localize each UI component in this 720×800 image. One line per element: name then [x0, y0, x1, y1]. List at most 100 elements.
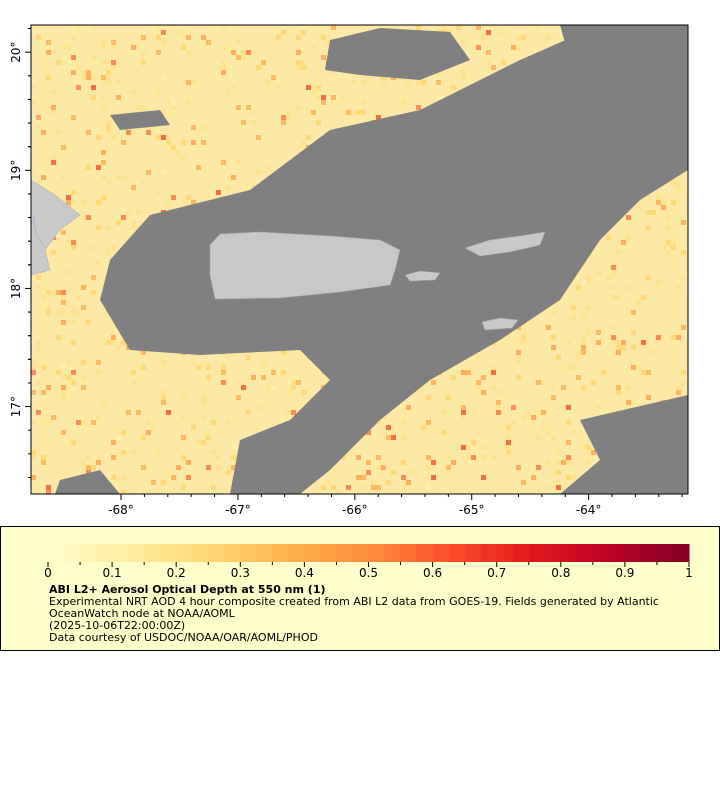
aod-pixel — [111, 340, 116, 345]
aod-pixel — [471, 440, 476, 445]
aod-pixel — [36, 180, 41, 185]
aod-pixel — [391, 430, 396, 435]
lat-tick-label: 18° — [9, 278, 23, 299]
aod-pixel — [116, 80, 121, 85]
aod-pixel — [66, 195, 71, 200]
aod-pixel — [66, 200, 71, 205]
aod-pixel — [481, 455, 486, 460]
aod-pixel — [646, 395, 651, 400]
aod-pixel — [206, 40, 211, 45]
aod-pixel — [536, 435, 541, 440]
aod-pixel — [646, 195, 651, 200]
aod-pixel — [31, 85, 36, 90]
aod-pixel — [581, 385, 586, 390]
aod-pixel — [511, 405, 516, 410]
aod-pixel — [161, 390, 166, 395]
aod-pixel — [266, 165, 271, 170]
aod-pixel — [551, 435, 556, 440]
aod-pixel — [36, 275, 41, 280]
aod-pixel — [91, 420, 96, 425]
aod-pixel — [41, 455, 46, 460]
aod-pixel — [481, 445, 486, 450]
aod-pixel — [321, 35, 326, 40]
aod-pixel — [376, 420, 381, 425]
aod-pixel — [66, 270, 71, 275]
aod-pixel — [631, 400, 636, 405]
aod-pixel — [161, 395, 166, 400]
aod-pixel — [401, 420, 406, 425]
colorbar-swatch — [112, 544, 129, 562]
aod-pixel — [201, 140, 206, 145]
aod-pixel — [671, 200, 676, 205]
aod-pixel — [101, 400, 106, 405]
aod-pixel — [106, 250, 111, 255]
aod-pixel — [596, 330, 601, 335]
aod-pixel — [606, 275, 611, 280]
aod-pixel — [231, 85, 236, 90]
no-data-north — [325, 28, 470, 80]
aod-pixel — [296, 65, 301, 70]
aod-pixel — [101, 80, 106, 85]
aod-pixel — [86, 320, 91, 325]
aod-pixel — [601, 370, 606, 375]
aod-pixel — [376, 455, 381, 460]
aod-pixel — [141, 350, 146, 355]
aod-pixel — [141, 50, 146, 55]
aod-pixel — [386, 480, 391, 485]
aod-pixel — [201, 440, 206, 445]
aod-pixel — [186, 460, 191, 465]
aod-pixel — [231, 465, 236, 470]
aod-pixel — [276, 35, 281, 40]
colorbar-swatch — [624, 544, 642, 562]
aod-pixel — [626, 285, 631, 290]
aod-pixel — [236, 105, 241, 110]
aod-pixel — [71, 240, 76, 245]
aod-pixel — [486, 470, 491, 475]
aod-pixel — [301, 390, 306, 395]
aod-pixel — [261, 60, 266, 65]
aod-pixel — [656, 200, 661, 205]
lon-tick-label: -64° — [576, 503, 602, 517]
aod-pixel — [466, 370, 471, 375]
aod-pixel — [51, 105, 56, 110]
aod-pixel — [121, 430, 126, 435]
aod-pixel — [621, 340, 626, 345]
aod-pixel — [91, 465, 96, 470]
aod-pixel — [181, 140, 186, 145]
colorbar-swatch — [336, 544, 353, 562]
aod-pixel — [106, 70, 111, 75]
aod-pixel — [296, 380, 301, 385]
aod-pixel — [561, 385, 566, 390]
aod-pixel — [566, 420, 571, 425]
aod-pixel — [51, 155, 56, 160]
aod-pixel — [146, 430, 151, 435]
aod-pixel — [156, 90, 161, 95]
colorbar-swatch — [512, 544, 530, 562]
colorbar-swatch — [368, 544, 386, 562]
aod-pixel — [546, 325, 551, 330]
aod-pixel — [361, 100, 366, 105]
aod-pixel — [586, 305, 591, 310]
aod-pixel — [46, 290, 51, 295]
aod-pixel — [111, 135, 116, 140]
aod-pixel — [551, 335, 556, 340]
aod-pixel — [96, 460, 101, 465]
aod-pixel — [81, 70, 86, 75]
aod-pixel — [536, 380, 541, 385]
aod-pixel — [136, 225, 141, 230]
aod-pixel — [146, 170, 151, 175]
colorbar-swatch — [448, 544, 466, 562]
aod-pixel — [481, 475, 486, 480]
aod-pixel — [401, 100, 406, 105]
no-data-southeast — [560, 395, 688, 494]
aod-pixel — [161, 360, 166, 365]
aod-pixel — [221, 370, 226, 375]
aod-pixel — [506, 435, 511, 440]
colorbar-swatch — [640, 544, 658, 562]
aod-pixel — [91, 85, 96, 90]
colorbar-swatch — [240, 544, 257, 562]
aod-pixel — [416, 105, 421, 110]
aod-pixel — [366, 430, 371, 435]
aod-pixel — [166, 200, 171, 205]
aod-pixel — [91, 245, 96, 250]
